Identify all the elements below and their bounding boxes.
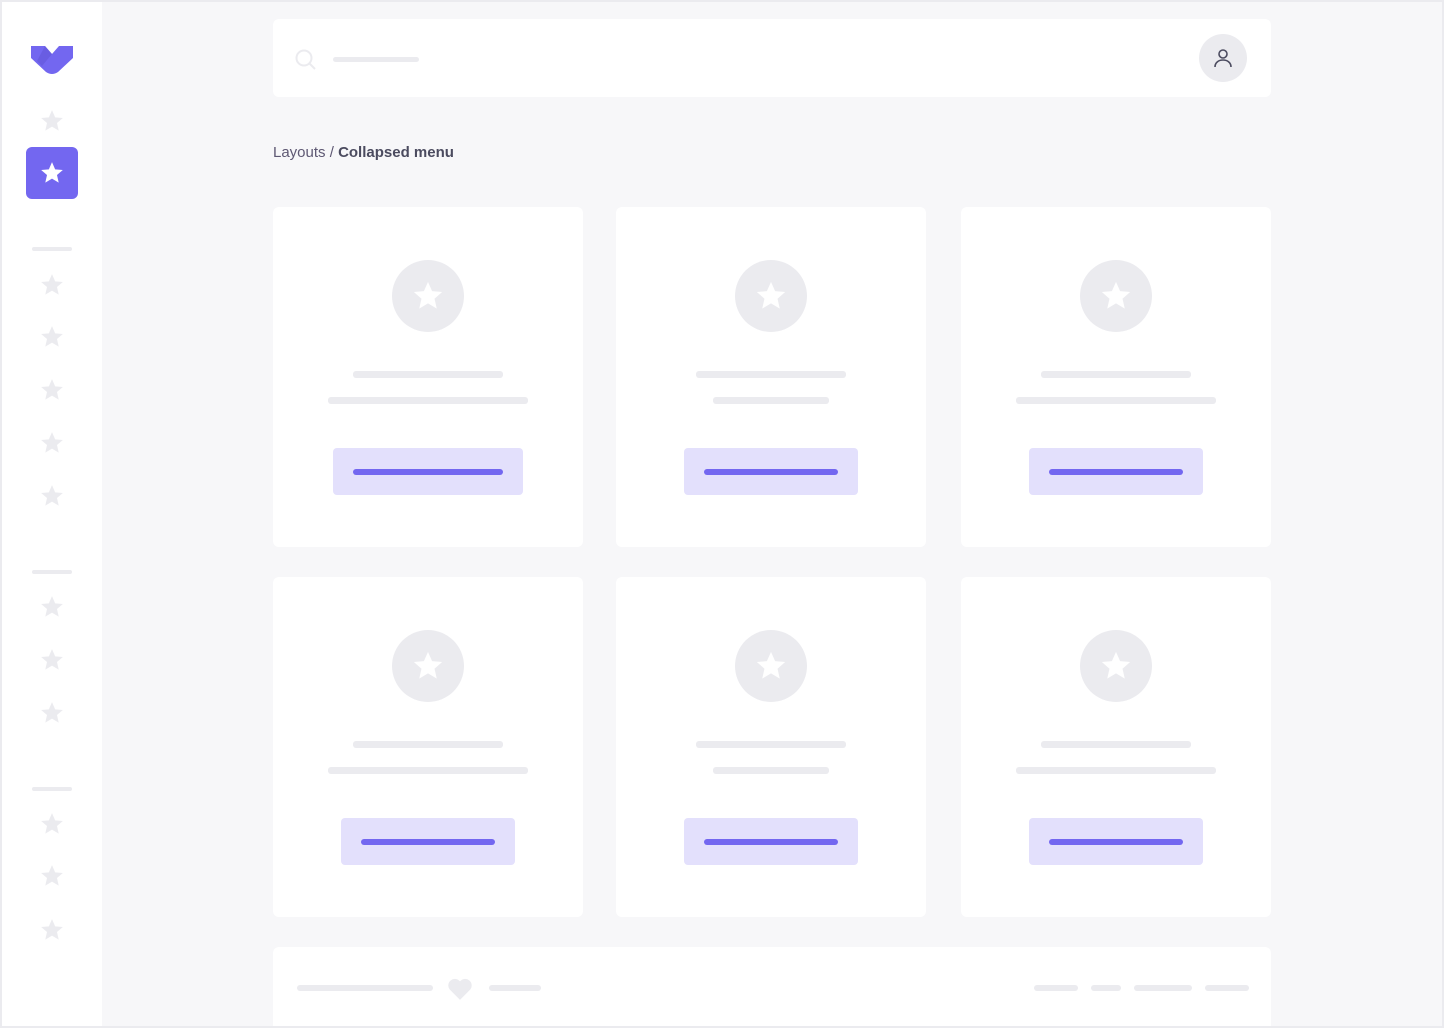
sidebar-item[interactable] xyxy=(39,483,65,509)
card-button[interactable] xyxy=(684,818,858,865)
star-icon xyxy=(41,326,63,347)
card-button-label xyxy=(353,469,503,475)
sidebar-divider xyxy=(32,247,72,251)
star-icon xyxy=(41,919,63,940)
breadcrumb-current: Collapsed menu xyxy=(338,144,454,161)
star-icon xyxy=(756,281,786,309)
search-icon[interactable] xyxy=(295,49,317,71)
card-subtitle xyxy=(1016,397,1216,404)
card xyxy=(616,577,926,917)
card-avatar xyxy=(1080,630,1152,702)
card-subtitle xyxy=(713,397,829,404)
card-avatar xyxy=(735,260,807,332)
sidebar-item[interactable] xyxy=(39,272,65,298)
footer xyxy=(273,947,1271,1026)
card xyxy=(616,207,926,547)
card-button-label xyxy=(704,839,838,845)
sidebar-item[interactable] xyxy=(39,863,65,889)
card-avatar xyxy=(392,630,464,702)
card-title xyxy=(353,371,503,378)
star-icon xyxy=(41,432,63,453)
footer-text xyxy=(297,985,433,991)
card-button[interactable] xyxy=(684,448,858,495)
footer-link[interactable] xyxy=(1205,985,1249,991)
card xyxy=(961,577,1271,917)
star-icon xyxy=(41,596,63,617)
sidebar xyxy=(2,2,102,1026)
footer-text-2 xyxy=(489,985,541,991)
star-icon xyxy=(41,379,63,400)
star-icon xyxy=(41,865,63,886)
sidebar-divider xyxy=(32,570,72,574)
star-icon xyxy=(41,274,63,295)
sidebar-item[interactable] xyxy=(39,811,65,837)
heart-icon xyxy=(448,978,472,1000)
star-icon xyxy=(413,651,443,679)
user-icon xyxy=(1214,49,1232,68)
breadcrumb: Layouts / Collapsed menu xyxy=(273,144,454,161)
footer-link[interactable] xyxy=(1034,985,1078,991)
sidebar-item-active[interactable] xyxy=(26,147,78,199)
sidebar-item[interactable] xyxy=(39,377,65,403)
card-subtitle xyxy=(328,397,528,404)
card-button[interactable] xyxy=(1029,448,1203,495)
sidebar-item[interactable] xyxy=(39,917,65,943)
footer-link[interactable] xyxy=(1134,985,1192,991)
star-icon xyxy=(1101,281,1131,309)
star-icon xyxy=(413,281,443,309)
breadcrumb-separator: / xyxy=(325,144,339,161)
star-icon xyxy=(41,485,63,506)
sidebar-item[interactable] xyxy=(39,700,65,726)
card-button-label xyxy=(1049,469,1183,475)
sidebar-item[interactable] xyxy=(39,324,65,350)
card-button[interactable] xyxy=(333,448,523,495)
sidebar-divider xyxy=(32,787,72,791)
card xyxy=(961,207,1271,547)
card-subtitle xyxy=(713,767,829,774)
card-avatar xyxy=(1080,260,1152,332)
card-button[interactable] xyxy=(341,818,515,865)
card-button-label xyxy=(1049,839,1183,845)
card xyxy=(273,207,583,547)
star-icon xyxy=(41,110,63,131)
card-title xyxy=(1041,371,1191,378)
star-icon xyxy=(1101,651,1131,679)
card-title xyxy=(353,741,503,748)
sidebar-item[interactable] xyxy=(39,594,65,620)
card-avatar xyxy=(735,630,807,702)
card-subtitle xyxy=(1016,767,1216,774)
card-title xyxy=(696,371,846,378)
breadcrumb-parent[interactable]: Layouts xyxy=(273,144,326,161)
sidebar-item[interactable] xyxy=(39,430,65,456)
card-avatar xyxy=(392,260,464,332)
sidebar-item[interactable] xyxy=(39,647,65,673)
star-icon xyxy=(41,813,63,834)
card xyxy=(273,577,583,917)
card-button-label xyxy=(704,469,838,475)
top-navbar xyxy=(273,19,1271,97)
search-input[interactable] xyxy=(333,57,419,62)
star-icon xyxy=(41,702,63,723)
logo-icon[interactable] xyxy=(31,44,73,74)
footer-link[interactable] xyxy=(1091,985,1121,991)
star-icon xyxy=(41,162,63,183)
card-title xyxy=(1041,741,1191,748)
star-icon xyxy=(756,651,786,679)
user-avatar[interactable] xyxy=(1199,34,1247,82)
card-button-label xyxy=(361,839,495,845)
sidebar-item[interactable] xyxy=(39,108,65,134)
card-subtitle xyxy=(328,767,528,774)
card-title xyxy=(696,741,846,748)
star-icon xyxy=(41,649,63,670)
card-button[interactable] xyxy=(1029,818,1203,865)
